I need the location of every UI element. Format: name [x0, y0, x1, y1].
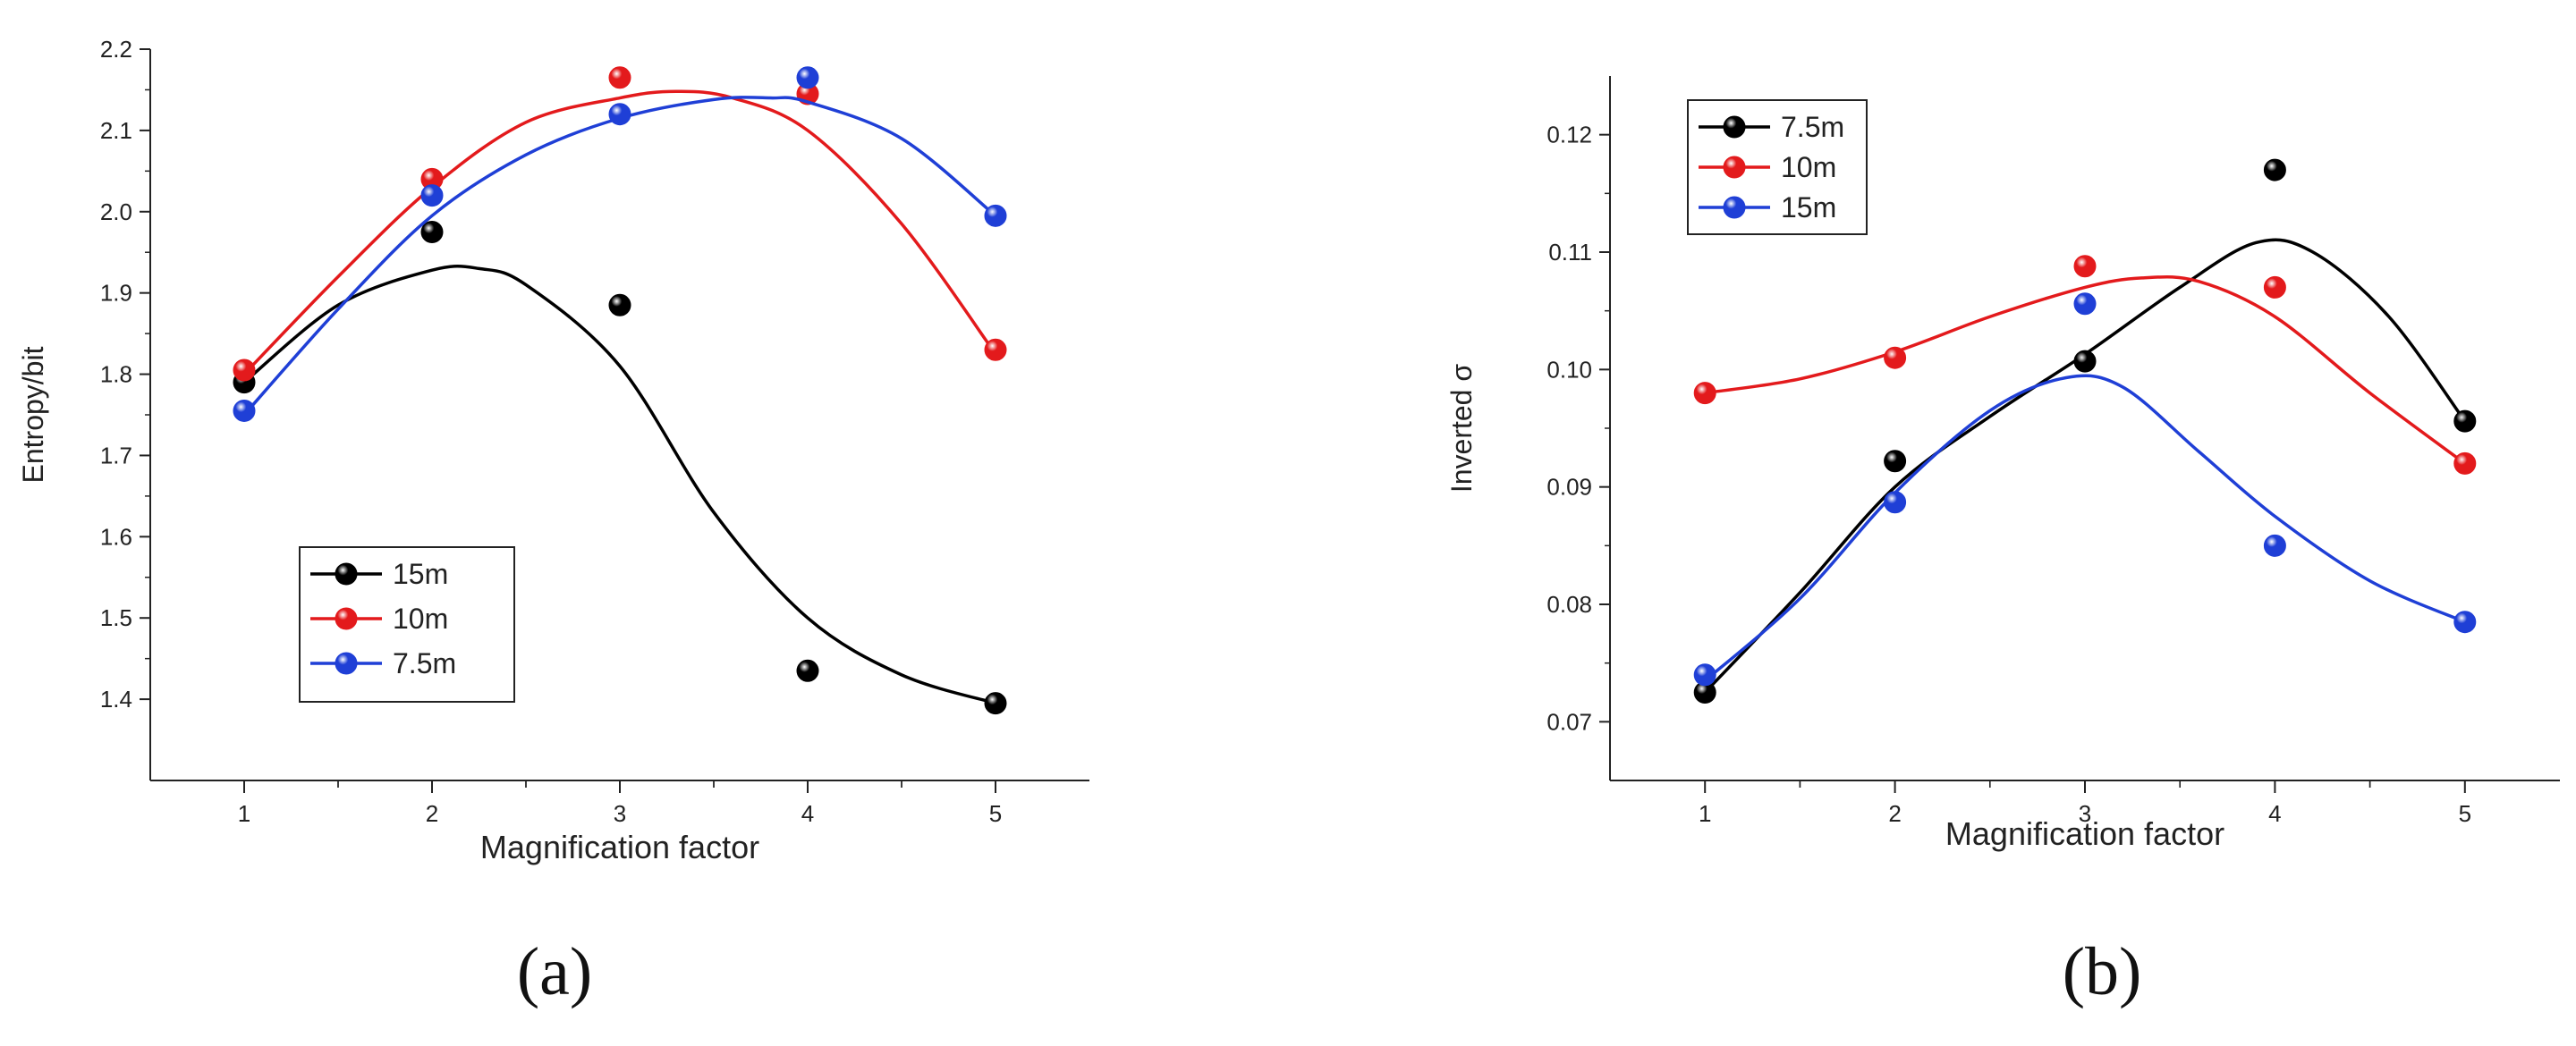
data-point — [984, 204, 1007, 227]
data-point — [984, 692, 1007, 715]
y-tick-label: 1.7 — [100, 442, 132, 468]
data-point — [2453, 451, 2477, 475]
data-point — [1884, 491, 1907, 514]
data-point — [1884, 450, 1907, 473]
legend-marker — [335, 607, 358, 630]
y-tick-label: 2.0 — [100, 198, 132, 225]
y-tick-label: 0.11 — [1548, 239, 1592, 266]
legend-label: 10m — [393, 603, 448, 635]
data-point — [796, 659, 819, 682]
legend-marker — [335, 652, 358, 675]
series-fit-line — [1703, 238, 2467, 694]
legend-marker — [335, 562, 358, 586]
x-tick-label: 2 — [426, 800, 438, 827]
data-point — [2263, 534, 2286, 557]
data-point — [420, 221, 444, 243]
data-point — [1884, 346, 1907, 369]
y-axis-label-a: Entropy/bit — [17, 346, 49, 483]
legend-label: 7.5m — [393, 647, 456, 679]
y-tick-label: 1.5 — [100, 604, 132, 631]
y-axis-label-b: Inverted σ — [1445, 364, 1478, 493]
x-tick-label: 4 — [801, 800, 814, 827]
data-point — [2453, 409, 2477, 433]
legend-label: 7.5m — [1781, 111, 1844, 143]
y-tick-label: 0.09 — [1546, 474, 1592, 501]
series-a-10m — [233, 66, 1007, 382]
x-tick-label: 3 — [614, 800, 626, 827]
data-point — [233, 399, 256, 422]
x-tick-label: 3 — [2079, 800, 2091, 827]
panel-label-a: (a) — [517, 934, 592, 1009]
series-b-7.5m — [1693, 158, 2477, 704]
legend-label: 15m — [1781, 191, 1836, 224]
y-tick-label: 0.08 — [1546, 591, 1592, 618]
y-tick-label: 1.6 — [100, 523, 132, 550]
data-point — [233, 359, 256, 382]
data-point — [420, 184, 444, 207]
y-tick-label: 0.12 — [1546, 122, 1592, 148]
y-tick-label: 1.9 — [100, 280, 132, 307]
legend-marker — [1723, 115, 1746, 139]
y-tick-label: 0.07 — [1546, 708, 1592, 735]
data-point — [2263, 158, 2286, 181]
series-fit-line — [1704, 374, 2466, 682]
x-tick-label: 2 — [1888, 800, 1901, 827]
legend-marker — [1723, 196, 1746, 219]
x-tick-label: 5 — [2459, 800, 2471, 827]
data-point — [2073, 292, 2097, 316]
y-tick-label: 0.10 — [1546, 356, 1592, 383]
y-tick-label: 1.4 — [100, 686, 132, 713]
legend-marker — [1723, 156, 1746, 179]
y-tick-label: 1.8 — [100, 361, 132, 388]
x-axis-label-a: Magnification factor — [480, 829, 759, 865]
series-b-15m — [1693, 292, 2477, 687]
x-tick-label: 4 — [2268, 800, 2281, 827]
x-tick-label: 5 — [989, 800, 1002, 827]
data-point — [2073, 350, 2097, 373]
y-tick-label: 2.2 — [100, 36, 132, 63]
data-point — [2073, 255, 2097, 278]
legend-box — [299, 546, 515, 703]
legend-label: 15m — [393, 558, 448, 590]
series-b-10m — [1693, 255, 2477, 475]
series-fit-line — [242, 89, 997, 375]
data-point — [608, 66, 631, 89]
data-point — [1693, 663, 1716, 687]
x-tick-label: 1 — [238, 800, 250, 827]
y-tick-label: 2.1 — [100, 117, 132, 144]
data-point — [2263, 275, 2286, 299]
data-point — [2453, 611, 2477, 634]
series-a-7.5m — [233, 66, 1007, 422]
legend-label: 10m — [1781, 151, 1836, 183]
data-point — [608, 103, 631, 126]
panel-label-b: (b) — [2063, 934, 2142, 1009]
data-point — [1693, 382, 1716, 405]
x-axis-label-b: Magnification factor — [1945, 815, 2224, 852]
axes-a: 1.4 1.5 1.6 1.7 1.8 1.9 2.0 2.1 2.2 1 2 3 4 5 — [100, 36, 1089, 827]
x-tick-label: 1 — [1699, 800, 1711, 827]
legend-a: 15m 10m 7.5m — [299, 546, 515, 703]
data-point — [796, 66, 819, 89]
axes-b: 0.07 0.08 0.09 0.10 0.11 0.12 1 2 3 4 5 — [1546, 76, 2560, 827]
data-point — [608, 293, 631, 316]
chart-panel-a: 1.4 1.5 1.6 1.7 1.8 1.9 2.0 2.1 2.2 1 2 3 4 5 Magnific… — [17, 36, 1089, 865]
series-fit-line — [242, 264, 996, 705]
chart-panel-b: 0.07 0.08 0.09 0.10 0.11 0.12 1 2 3 4 5 Magnificati… — [1445, 76, 2560, 852]
legend-b: 7.5m 10m 15m — [1687, 99, 1868, 235]
data-point — [984, 338, 1007, 361]
series-fit-line — [1704, 274, 2466, 465]
